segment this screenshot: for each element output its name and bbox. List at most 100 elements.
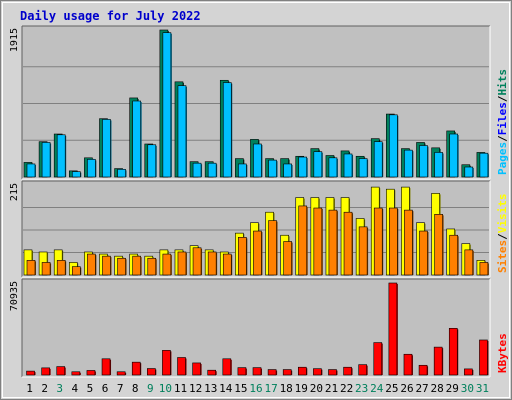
day-label-2: 2 — [41, 382, 48, 395]
bar-kbytes-day-21 — [328, 369, 337, 376]
bar-kbytes-day-15 — [237, 367, 247, 376]
panel-max-label: 215 — [9, 183, 20, 201]
legend-item-files: Files — [496, 102, 509, 135]
bar-kbytes-day-2 — [41, 367, 50, 376]
bar-kbytes-day-25 — [388, 282, 398, 376]
day-label-18: 18 — [280, 382, 293, 395]
bar-files-day-24 — [373, 141, 383, 178]
bar-sites-day-21 — [328, 209, 338, 276]
day-label-7: 7 — [117, 382, 124, 395]
day-label-16: 16 — [249, 382, 262, 395]
day-label-12: 12 — [189, 382, 202, 395]
day-label-29: 29 — [446, 382, 459, 395]
day-label-27: 27 — [415, 382, 428, 395]
day-label-28: 28 — [431, 382, 444, 395]
bar-kbytes-day-18 — [282, 369, 292, 376]
bar-kbytes-day-13 — [207, 369, 217, 376]
bar-sites-day-2 — [41, 262, 51, 276]
series-sites — [26, 205, 489, 276]
bar-files-day-11 — [177, 85, 187, 178]
bar-kbytes-day-17 — [267, 369, 277, 376]
bar-files-day-2 — [41, 142, 51, 178]
day-label-25: 25 — [385, 382, 398, 395]
panel-max-label: 1915 — [9, 28, 20, 52]
bar-sites-day-19 — [298, 205, 308, 276]
panel-legend: Pages/Files/Hits — [496, 69, 509, 175]
bar-files-day-26 — [404, 149, 413, 178]
bar-files-day-25 — [389, 114, 398, 178]
bar-sites-day-24 — [373, 207, 383, 276]
bar-sites-day-4 — [71, 266, 81, 276]
bar-sites-day-28 — [434, 214, 443, 276]
bar-sites-day-9 — [147, 257, 157, 276]
bar-files-day-17 — [268, 159, 277, 178]
bar-kbytes-day-30 — [464, 368, 473, 376]
bar-sites-day-16 — [253, 230, 262, 276]
bar-sites-day-23 — [358, 226, 368, 276]
day-label-6: 6 — [102, 382, 109, 395]
day-label-8: 8 — [132, 382, 139, 395]
bar-sites-day-25 — [389, 207, 398, 276]
day-label-23: 23 — [355, 382, 368, 395]
bar-files-day-5 — [87, 159, 96, 178]
bar-files-day-14 — [222, 82, 232, 178]
panel-pages-files-hits: 1915 Pages/Files/Hits — [9, 25, 509, 180]
bar-kbytes-day-16 — [252, 367, 262, 376]
bar-sites-day-31 — [479, 262, 489, 276]
bar-files-day-9 — [147, 144, 157, 178]
day-label-1: 1 — [26, 382, 33, 395]
legend-separator: / — [496, 95, 509, 102]
bar-files-day-7 — [117, 169, 126, 178]
bar-files-day-13 — [207, 162, 217, 178]
panel-legend: Sites/Visits — [496, 194, 509, 274]
bar-sites-day-1 — [26, 260, 36, 276]
bar-sites-day-10 — [162, 253, 172, 276]
bar-files-day-20 — [313, 151, 323, 178]
bar-kbytes-day-14 — [222, 358, 232, 376]
bar-files-day-21 — [328, 157, 338, 178]
bar-sites-day-13 — [207, 251, 217, 276]
bar-files-day-4 — [71, 171, 81, 178]
bar-sites-day-17 — [268, 220, 277, 276]
day-label-3: 3 — [56, 382, 63, 395]
bar-sites-day-5 — [87, 253, 96, 276]
panel-legend: KBytes — [496, 333, 509, 373]
day-label-17: 17 — [264, 382, 277, 395]
bar-files-day-30 — [464, 166, 474, 178]
day-label-19: 19 — [295, 382, 308, 395]
chart-panels: 1915Pages/Files/Hits215Sites/Visits70935… — [9, 25, 509, 378]
bar-kbytes-day-7 — [116, 371, 126, 376]
day-label-26: 26 — [400, 382, 413, 395]
bar-files-day-23 — [358, 158, 368, 178]
bar-sites-day-22 — [343, 211, 353, 276]
legend-item-kbytes: KBytes — [496, 333, 509, 373]
bar-sites-day-12 — [192, 247, 202, 276]
bar-sites-day-3 — [56, 260, 66, 276]
bar-kbytes-day-23 — [358, 364, 367, 376]
day-label-5: 5 — [87, 382, 94, 395]
bar-sites-day-27 — [419, 230, 428, 276]
bar-files-day-19 — [298, 156, 308, 178]
bar-sites-day-7 — [117, 257, 126, 276]
bar-kbytes-day-6 — [101, 358, 111, 376]
day-label-22: 22 — [340, 382, 353, 395]
bar-kbytes-day-9 — [147, 368, 156, 376]
bar-files-day-6 — [102, 119, 111, 178]
bar-kbytes-day-8 — [131, 361, 141, 376]
bar-files-day-3 — [56, 134, 66, 178]
bar-kbytes-day-1 — [26, 370, 35, 376]
bar-sites-day-11 — [177, 251, 187, 276]
bar-files-day-29 — [449, 133, 459, 178]
series-kbytes — [26, 282, 489, 376]
bar-sites-day-6 — [102, 255, 111, 276]
bar-sites-day-18 — [283, 241, 292, 276]
day-label-4: 4 — [72, 382, 79, 395]
day-label-30: 30 — [461, 382, 474, 395]
bar-kbytes-day-3 — [56, 366, 66, 376]
bar-kbytes-day-20 — [313, 368, 322, 376]
day-label-13: 13 — [204, 382, 217, 395]
bar-files-day-15 — [238, 163, 247, 178]
bar-files-day-18 — [283, 163, 292, 178]
bar-kbytes-day-22 — [343, 366, 352, 376]
